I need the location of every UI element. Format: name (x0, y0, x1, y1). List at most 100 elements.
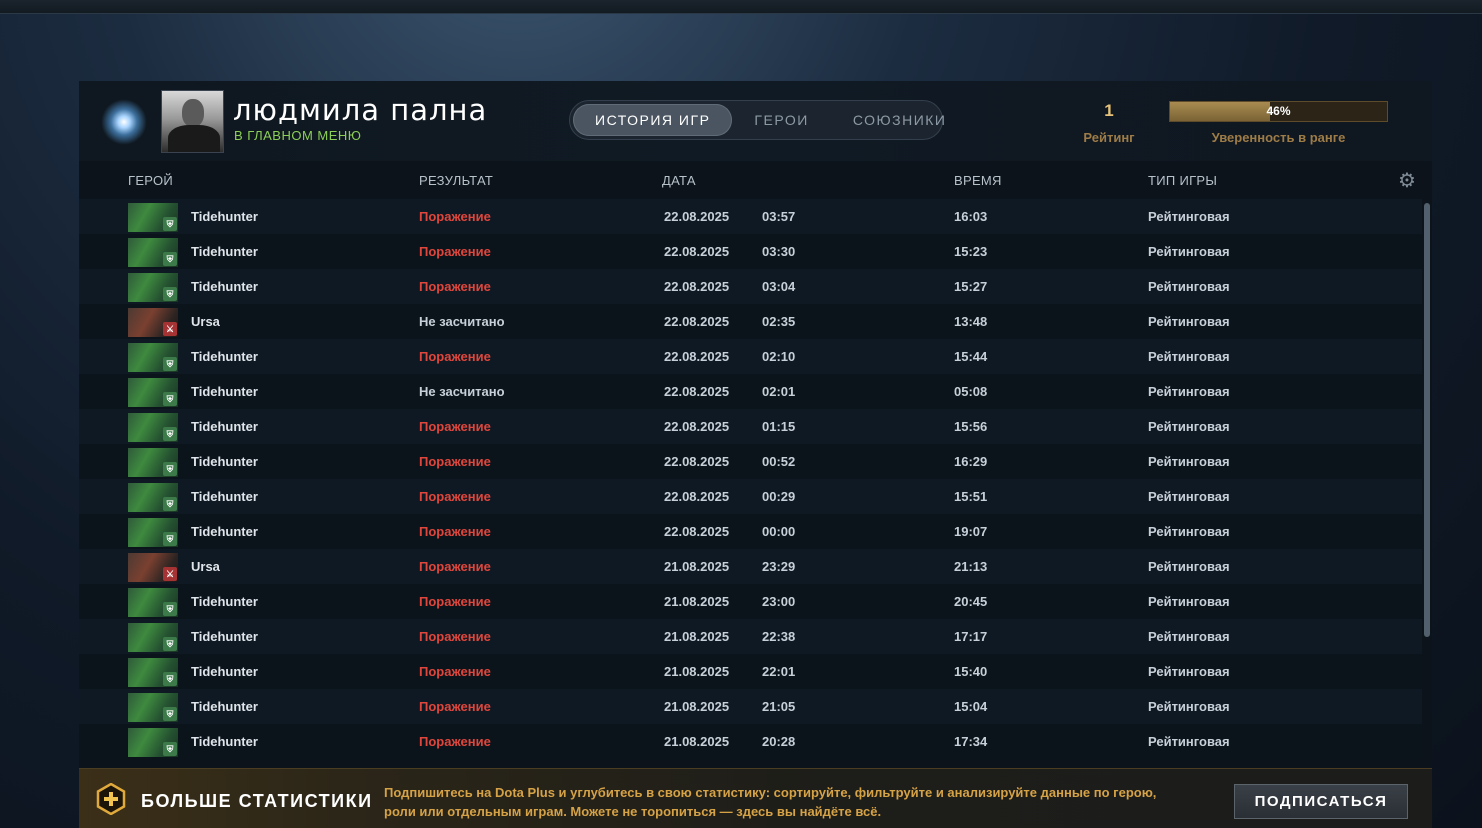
game-type: Рейтинговая (1148, 384, 1230, 399)
match-duration: 17:17 (954, 629, 988, 644)
gear-icon[interactable]: ⚙ (1398, 170, 1416, 192)
table-row[interactable]: ⛨ Tidehunter Поражение 21.08.2025 22:38 17:17… (79, 619, 1422, 654)
column-header-game-type[interactable]: ТИП ИГРЫ (1148, 173, 1218, 188)
tab-heroes[interactable]: ГЕРОИ (754, 112, 809, 128)
subscribe-button[interactable]: ПОДПИСАТЬСЯ (1234, 784, 1408, 819)
match-result: Поражение (419, 454, 491, 469)
match-start-time: 03:04 (762, 279, 796, 294)
table-row[interactable]: ⛨ Tidehunter Поражение 22.08.2025 03:30 15:23… (79, 234, 1422, 269)
game-type: Рейтинговая (1148, 699, 1230, 714)
table-row[interactable]: ⛨ Tidehunter Поражение 21.08.2025 23:00 20:45… (79, 584, 1422, 619)
table-row[interactable]: ⛨ Tidehunter Не засчитано 22.08.2025 02:01 05… (79, 374, 1422, 409)
column-header-hero[interactable]: ГЕРОЙ (128, 173, 174, 188)
hero-name: Ursa (191, 314, 220, 329)
match-duration: 15:44 (954, 349, 988, 364)
match-result: Поражение (419, 279, 491, 294)
column-header-duration[interactable]: ВРЕМЯ (954, 173, 1002, 188)
confidence-bar-fill (1170, 102, 1270, 121)
hero-name: Tidehunter (191, 594, 258, 609)
match-duration: 21:13 (954, 559, 988, 574)
match-start-time: 22:01 (762, 664, 796, 679)
match-date: 22.08.2025 (664, 489, 730, 504)
table-row[interactable]: ⛨ Tidehunter Поражение 22.08.2025 00:52 16:29… (79, 444, 1422, 479)
table-row[interactable]: ⛨ Tidehunter Поражение 22.08.2025 03:57 16:03… (79, 199, 1422, 234)
match-date: 22.08.2025 (664, 419, 730, 434)
match-date: 21.08.2025 (664, 734, 730, 749)
tab-match-history[interactable]: ИСТОРИЯ ИГР (573, 104, 733, 136)
table-row[interactable]: ⛨ Tidehunter Поражение 22.08.2025 00:29 15:51… (79, 479, 1422, 514)
hero-name: Tidehunter (191, 629, 258, 644)
rank-emblem-icon[interactable] (101, 99, 147, 145)
table-row[interactable]: ⛨ Tidehunter Поражение 21.08.2025 20:28 17:34… (79, 724, 1422, 759)
game-type: Рейтинговая (1148, 664, 1230, 679)
hero-portrait: ⛨ (128, 448, 178, 477)
match-date: 21.08.2025 (664, 699, 730, 714)
game-type: Рейтинговая (1148, 209, 1230, 224)
match-duration: 15:51 (954, 489, 988, 504)
table-row[interactable]: ⛨ Tidehunter Поражение 22.08.2025 00:00 19:07… (79, 514, 1422, 549)
match-result: Поражение (419, 664, 491, 679)
hero-name: Ursa (191, 559, 220, 574)
table-row[interactable]: ⛨ Tidehunter Поражение 22.08.2025 03:04 15:27… (79, 269, 1422, 304)
hero-name: Tidehunter (191, 244, 258, 259)
match-start-time: 23:29 (762, 559, 796, 574)
hero-portrait: ⛨ (128, 728, 178, 757)
hero-portrait: ⛨ (128, 343, 178, 372)
hero-portrait: ⛨ (128, 378, 178, 407)
tank-role-icon: ⛨ (163, 532, 177, 546)
hero-portrait: ⛨ (128, 693, 178, 722)
match-start-time: 23:00 (762, 594, 796, 609)
hero-portrait: ⛨ (128, 623, 178, 652)
match-result: Поражение (419, 699, 491, 714)
profile-tabs: ИСТОРИЯ ИГР ГЕРОИ СОЮЗНИКИ (569, 100, 945, 140)
player-status: В ГЛАВНОМ МЕНЮ (234, 128, 362, 143)
hero-name: Tidehunter (191, 454, 258, 469)
table-row[interactable]: ⛨ Tidehunter Поражение 21.08.2025 21:05 15:04… (79, 689, 1422, 724)
match-result: Поражение (419, 734, 491, 749)
game-type: Рейтинговая (1148, 489, 1230, 504)
table-row[interactable]: ⚔ Ursa Поражение 21.08.2025 23:29 21:13 Рейтин… (79, 549, 1422, 584)
table-row[interactable]: ⛨ Tidehunter Поражение 22.08.2025 01:15 15:56… (79, 409, 1422, 444)
column-header-result[interactable]: РЕЗУЛЬТАТ (419, 173, 494, 188)
confidence-bar: 46% (1169, 101, 1388, 122)
match-result: Поражение (419, 209, 491, 224)
match-start-time: 02:10 (762, 349, 796, 364)
confidence-label: Уверенность в ранге (1211, 130, 1346, 145)
hero-portrait: ⛨ (128, 483, 178, 512)
game-type: Рейтинговая (1148, 629, 1230, 644)
rating-box: 1 Рейтинг (1059, 101, 1159, 145)
match-result: Поражение (419, 629, 491, 644)
tank-role-icon: ⛨ (163, 602, 177, 616)
match-date: 22.08.2025 (664, 279, 730, 294)
game-type: Рейтинговая (1148, 349, 1230, 364)
tab-allies[interactable]: СОЮЗНИКИ (852, 112, 947, 128)
tank-role-icon: ⛨ (163, 707, 177, 721)
table-row[interactable]: ⛨ Tidehunter Поражение 22.08.2025 02:10 15:44… (79, 339, 1422, 374)
match-start-time: 00:52 (762, 454, 796, 469)
carry-role-icon: ⚔ (163, 322, 177, 336)
match-date: 22.08.2025 (664, 349, 730, 364)
scrollbar[interactable] (1424, 203, 1430, 637)
hero-name: Tidehunter (191, 209, 258, 224)
game-type: Рейтинговая (1148, 279, 1230, 294)
table-row[interactable]: ⛨ Tidehunter Поражение 21.08.2025 22:01 15:40… (79, 654, 1422, 689)
hero-name: Tidehunter (191, 279, 258, 294)
match-start-time: 02:35 (762, 314, 796, 329)
hero-name: Tidehunter (191, 734, 258, 749)
tank-role-icon: ⛨ (163, 252, 177, 266)
column-header-date[interactable]: ДАТА (662, 173, 696, 188)
match-result: Поражение (419, 524, 491, 539)
tank-role-icon: ⛨ (163, 392, 177, 406)
plus-banner-text: Подпишитесь на Dota Plus и углубитесь в … (384, 785, 1157, 819)
avatar-body-shape (168, 125, 220, 152)
match-start-time: 20:28 (762, 734, 796, 749)
match-duration: 16:29 (954, 454, 988, 469)
match-date: 21.08.2025 (664, 594, 730, 609)
match-result: Не засчитано (419, 314, 505, 329)
avatar[interactable] (161, 90, 224, 153)
hero-name: Tidehunter (191, 699, 258, 714)
game-type: Рейтинговая (1148, 524, 1230, 539)
table-row[interactable]: ⚔ Ursa Не засчитано 22.08.2025 02:35 13:48 Рей… (79, 304, 1422, 339)
tank-role-icon: ⛨ (163, 462, 177, 476)
tank-role-icon: ⛨ (163, 742, 177, 756)
